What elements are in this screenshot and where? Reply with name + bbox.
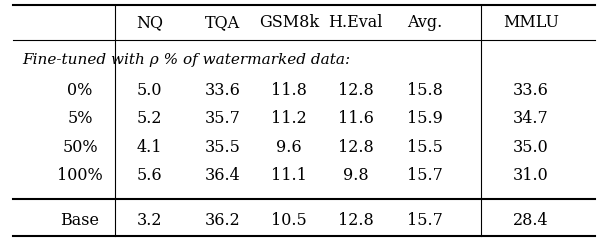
Text: 9.8: 9.8 — [343, 167, 368, 184]
Text: Base: Base — [61, 212, 100, 229]
Text: 11.6: 11.6 — [337, 110, 373, 127]
Text: 15.9: 15.9 — [407, 110, 443, 127]
Text: 15.8: 15.8 — [407, 82, 443, 99]
Text: 100%: 100% — [57, 167, 103, 184]
Text: 15.7: 15.7 — [407, 167, 443, 184]
Text: TQA: TQA — [205, 14, 240, 31]
Text: 35.0: 35.0 — [513, 139, 549, 156]
Text: 12.8: 12.8 — [337, 212, 373, 229]
Text: H.Eval: H.Eval — [328, 14, 382, 31]
Text: Avg.: Avg. — [407, 14, 443, 31]
Text: 10.5: 10.5 — [271, 212, 307, 229]
Text: 5.6: 5.6 — [137, 167, 162, 184]
Text: 36.4: 36.4 — [204, 167, 240, 184]
Text: 3.2: 3.2 — [137, 212, 162, 229]
Text: 5.0: 5.0 — [137, 82, 162, 99]
Text: 36.2: 36.2 — [204, 212, 240, 229]
Text: 9.6: 9.6 — [276, 139, 302, 156]
Text: NQ: NQ — [136, 14, 163, 31]
Text: MMLU: MMLU — [503, 14, 559, 31]
Text: 33.6: 33.6 — [204, 82, 240, 99]
Text: 5%: 5% — [67, 110, 93, 127]
Text: 35.7: 35.7 — [204, 110, 240, 127]
Text: 28.4: 28.4 — [513, 212, 549, 229]
Text: Fine-tuned with ρ % of watermarked data:: Fine-tuned with ρ % of watermarked data: — [22, 53, 351, 66]
Text: 33.6: 33.6 — [513, 82, 549, 99]
Text: 0%: 0% — [67, 82, 93, 99]
Text: 34.7: 34.7 — [513, 110, 549, 127]
Text: 31.0: 31.0 — [513, 167, 549, 184]
Text: 15.7: 15.7 — [407, 212, 443, 229]
Text: 4.1: 4.1 — [137, 139, 162, 156]
Text: 15.5: 15.5 — [407, 139, 443, 156]
Text: 12.8: 12.8 — [337, 82, 373, 99]
Text: 35.5: 35.5 — [204, 139, 240, 156]
Text: 11.8: 11.8 — [271, 82, 307, 99]
Text: 11.2: 11.2 — [271, 110, 307, 127]
Text: 50%: 50% — [62, 139, 98, 156]
Text: 11.1: 11.1 — [271, 167, 307, 184]
Text: 12.8: 12.8 — [337, 139, 373, 156]
Text: 5.2: 5.2 — [137, 110, 162, 127]
Text: GSM8k: GSM8k — [259, 14, 319, 31]
